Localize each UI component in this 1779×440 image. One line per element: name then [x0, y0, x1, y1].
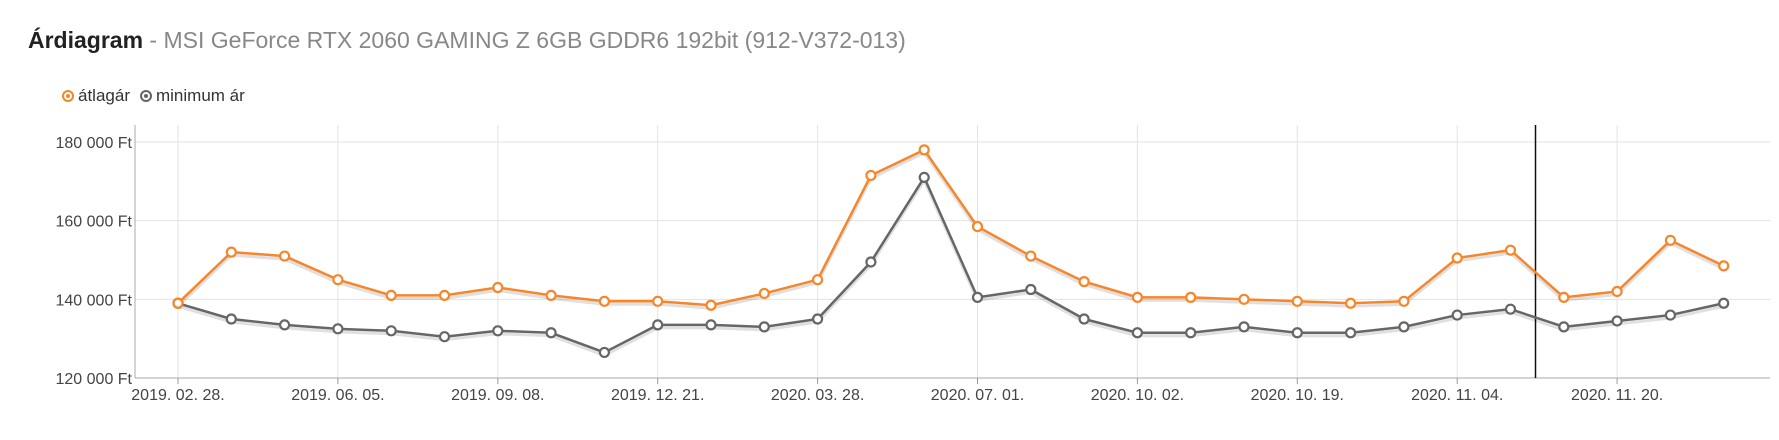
- data-point: [652, 319, 664, 331]
- data-point: [279, 250, 291, 262]
- data-point: [1451, 252, 1463, 264]
- data-point: [1611, 285, 1623, 298]
- series-line: [177, 176, 1724, 354]
- product-name: MSI GeForce RTX 2060 GAMING Z 6GB GDDR6 …: [163, 27, 906, 53]
- data-point: [1504, 303, 1517, 315]
- data-point: [1611, 315, 1623, 327]
- data-point: [1185, 291, 1197, 303]
- legend-label-average: átlagár: [78, 86, 130, 105]
- data-point: [1558, 321, 1570, 333]
- data-point: [492, 325, 504, 337]
- data-point: [1718, 260, 1730, 272]
- x-tick-label: 2019. 09. 08.: [451, 387, 544, 404]
- data-point: [1131, 291, 1144, 303]
- data-point: [865, 169, 877, 182]
- data-point: [385, 325, 397, 337]
- legend-item-average[interactable]: átlagár: [62, 86, 130, 106]
- y-tick-label: 140 000 Ft: [56, 292, 133, 309]
- data-point: [1131, 327, 1144, 339]
- data-point: [1664, 309, 1677, 321]
- data-point: [1078, 313, 1090, 325]
- data-point: [705, 299, 717, 311]
- x-tick-label: 2019. 12. 21.: [611, 387, 704, 404]
- data-point: [438, 331, 451, 343]
- series-shadow: [177, 177, 1725, 358]
- series-line: [177, 148, 1725, 307]
- data-point: [865, 256, 877, 268]
- x-tick-label: 2020. 03. 28.: [771, 387, 864, 404]
- data-point: [758, 287, 770, 300]
- data-point: [1025, 283, 1037, 296]
- x-tick-label: 2020. 10. 19.: [1251, 387, 1344, 404]
- data-point: [1664, 234, 1677, 246]
- legend-label-minimum: minimum ár: [155, 86, 245, 105]
- data-point: [811, 313, 824, 325]
- data-point: [758, 321, 770, 333]
- data-point: [545, 327, 557, 339]
- data-point: [1185, 327, 1197, 339]
- chart-title: Árdiagram - MSI GeForce RTX 2060 GAMING …: [28, 27, 906, 54]
- page-title: Árdiagram: [28, 27, 144, 53]
- data-point: [1718, 297, 1730, 309]
- y-tick-label: 120 000 Ft: [56, 371, 133, 388]
- data-point: [971, 220, 984, 233]
- x-tick-label: 2020. 11. 20.: [1571, 387, 1663, 404]
- legend-item-minimum[interactable]: minimum ár: [139, 86, 245, 106]
- data-point: [1291, 327, 1303, 339]
- data-point: [332, 323, 344, 335]
- data-point: [279, 319, 291, 331]
- series-average: [172, 144, 1730, 311]
- data-point: [438, 289, 451, 301]
- data-point: [1451, 309, 1463, 321]
- data-point: [1025, 250, 1037, 262]
- data-point: [225, 246, 237, 258]
- data-point: [172, 297, 184, 309]
- x-tick-label: 2020. 10. 02.: [1091, 387, 1184, 404]
- y-tick-label: 160 000 Ft: [56, 214, 133, 231]
- data-point: [1398, 295, 1410, 307]
- series-shadow: [176, 150, 1725, 310]
- data-point: [1558, 291, 1570, 303]
- data-point: [1238, 293, 1250, 305]
- data-point: [811, 274, 824, 286]
- data-point: [1291, 295, 1303, 307]
- data-point: [545, 289, 557, 301]
- data-point: [385, 289, 397, 301]
- data-point: [332, 274, 344, 286]
- x-tick-label: 2020. 07. 01.: [931, 387, 1024, 404]
- x-tick-label: 2020. 11. 04.: [1411, 387, 1503, 404]
- data-point: [1398, 321, 1410, 333]
- data-point: [918, 144, 930, 156]
- title-separator: -: [143, 27, 164, 53]
- data-point: [1504, 244, 1517, 256]
- data-point: [1344, 297, 1357, 309]
- x-tick-label: 2019. 02. 28.: [131, 387, 224, 404]
- data-point: [225, 313, 237, 325]
- data-point: [918, 171, 930, 183]
- data-point: [1078, 276, 1090, 288]
- data-point: [652, 295, 664, 307]
- data-point: [598, 295, 611, 307]
- data-point: [492, 281, 504, 294]
- series-minimum: [172, 171, 1730, 359]
- legend-marker-average-icon: [62, 90, 74, 102]
- x-tick-label: 2019. 06. 05.: [291, 387, 384, 404]
- data-point: [971, 291, 984, 303]
- data-point: [1344, 327, 1357, 339]
- y-tick-label: 180 000 Ft: [56, 135, 133, 152]
- legend: átlagár minimum ár: [62, 86, 255, 106]
- data-point: [598, 346, 611, 359]
- legend-marker-minimum-icon: [139, 90, 152, 102]
- data-point: [1238, 321, 1250, 333]
- data-point: [705, 319, 717, 331]
